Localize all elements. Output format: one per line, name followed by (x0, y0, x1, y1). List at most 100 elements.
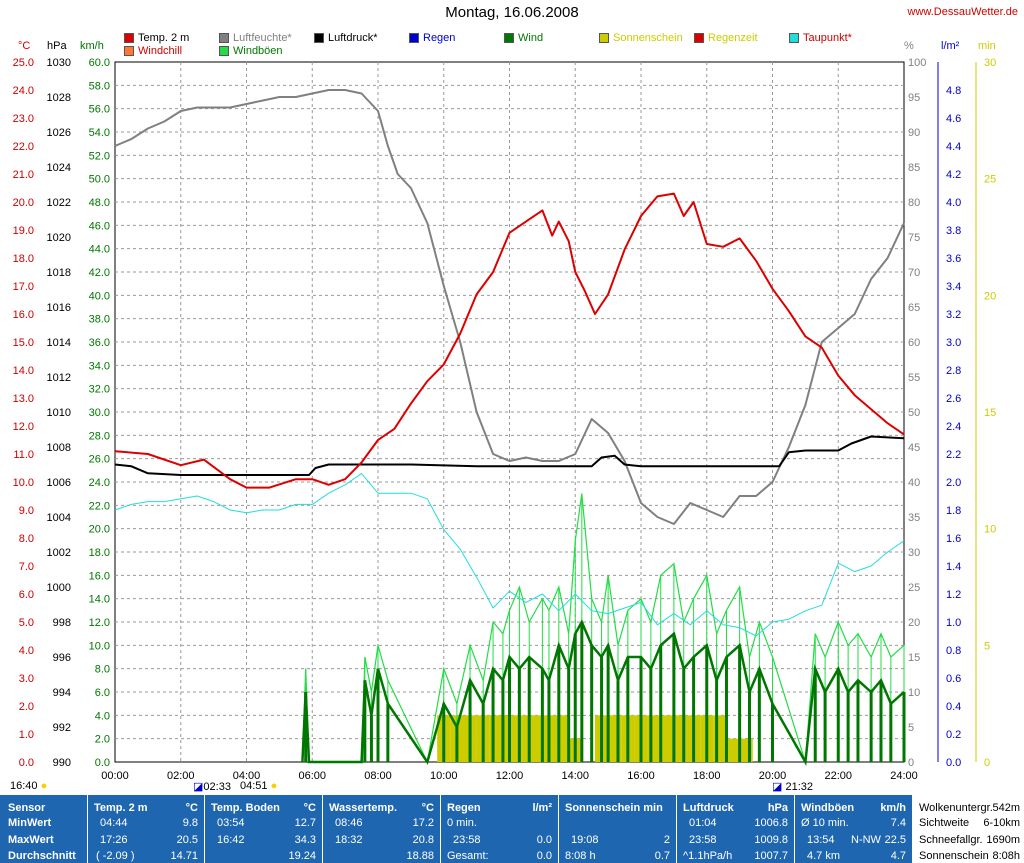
y-tick-label-temp_c: 20.0 (13, 197, 34, 209)
y-tick-label-rain_lm2: 0.2 (946, 729, 961, 741)
y-tick-label-humidity_pct: 55 (908, 372, 920, 384)
x-tick-label: 22:00 (824, 770, 852, 782)
summary-unit: l/m² (532, 802, 552, 814)
y-tick-label-wind_kmh: 54.0 (89, 127, 110, 139)
y-tick-label-temp_c: 8.0 (19, 533, 34, 545)
legend-swatch (504, 33, 514, 43)
y-tick-label-temp_c: 17.0 (13, 281, 34, 293)
series-gusts (301, 493, 905, 764)
y-tick-label-rain_lm2: 0.0 (946, 757, 961, 769)
legend-label: Windchill (138, 45, 183, 57)
y-tick-label-rain_lm2: 1.2 (946, 589, 961, 601)
series-pressure (114, 435, 905, 476)
y-tick-label-wind_kmh: 46.0 (89, 220, 110, 232)
y-tick-label-pressure_hpa: 1006 (47, 477, 71, 489)
y-tick-label-temp_c: 0.0 (19, 757, 34, 769)
extra-value: 542m (992, 802, 1020, 814)
y-tick-label-minutes: 25 (984, 174, 996, 186)
x-tick-label: 00:00 (101, 770, 129, 782)
axis-head-pressure: hPa (47, 40, 67, 52)
y-tick-label-humidity_pct: 40 (908, 477, 920, 489)
y-tick-label-temp_c: 14.0 (13, 365, 34, 377)
summary-avg-label: Gesamt: (447, 850, 489, 862)
y-tick-label-temp_c: 2.0 (19, 701, 34, 713)
y-tick-label-minutes: 5 (984, 640, 990, 652)
summary-col-rain: Regen l/m² 0 min. 23:58 0.0 Gesamt: 0.0 (441, 795, 559, 863)
y-tick-label-wind_kmh: 58.0 (89, 80, 110, 92)
y-tick-label-humidity_pct: 90 (908, 127, 920, 139)
summary-max-value: 1009.8 (754, 834, 788, 846)
y-tick-label-wind_kmh: 30.0 (89, 407, 110, 419)
dawn-icon: ◪ (193, 781, 204, 793)
summary-header: Windböen (801, 802, 855, 814)
sunset-time: 21:32 (785, 781, 813, 793)
y-tick-label-wind_kmh: 22.0 (89, 500, 110, 512)
series-dewpoint (114, 473, 905, 637)
extra-label: Sichtweite (919, 817, 970, 829)
y-tick-label-temp_c: 24.0 (13, 85, 34, 97)
y-tick-label-rain_lm2: 0.4 (946, 701, 961, 713)
y-tick-label-rain_lm2: 3.0 (946, 337, 961, 349)
summary-unit: km/h (880, 802, 906, 814)
extra-value: 8:08h (992, 850, 1020, 862)
y-tick-label-pressure_hpa: 990 (53, 757, 71, 769)
x-tick-label: 18:00 (693, 770, 721, 782)
y-tick-label-wind_kmh: 20.0 (89, 524, 110, 536)
y-tick-label-pressure_hpa: 1012 (47, 372, 71, 384)
legend-label: Sonnenschein (613, 32, 683, 44)
site-link[interactable]: www.DessauWetter.de (907, 6, 1018, 18)
summary-min-value: 17.2 (412, 817, 434, 829)
summary-col-pressure: Luftdruck hPa 01:04 1006.8 23:58 1009.8 … (677, 795, 795, 863)
y-tick-label-pressure_hpa: 1026 (47, 127, 71, 139)
y-tick-label-pressure_hpa: 992 (53, 722, 71, 734)
y-tick-label-humidity_pct: 20 (908, 617, 920, 629)
legend-swatch (219, 46, 229, 56)
summary-header: Sonnenschein min (565, 802, 663, 814)
y-tick-label-minutes: 30 (984, 57, 996, 69)
axis-head-humidity: % (904, 40, 914, 52)
legend-label: Regen (423, 32, 456, 44)
summary-unit: °C (421, 802, 434, 814)
summary-header: Temp. 2 m (94, 802, 148, 814)
x-tick-label: 24:00 (890, 770, 918, 782)
summary-avg-label: 8:08 h (565, 850, 596, 862)
summary-avg-value: 4.7 (890, 850, 906, 862)
y-tick-label-pressure_hpa: 994 (53, 687, 71, 699)
y-tick-label-humidity_pct: 65 (908, 302, 920, 314)
summary-min-value: 7.4 (890, 817, 906, 829)
summary-row-min: MinWert (8, 817, 52, 829)
y-tick-label-wind_kmh: 8.0 (95, 664, 110, 676)
legend-swatch (124, 33, 134, 43)
extra-value: 1690m (986, 834, 1020, 846)
extra-label: Sonnenschein (919, 850, 989, 862)
y-tick-label-humidity_pct: 80 (908, 197, 920, 209)
y-tick-label-pressure_hpa: 996 (53, 652, 71, 664)
legend-temp: Temp. 2 m (124, 32, 189, 44)
y-tick-label-rain_lm2: 2.0 (946, 477, 961, 489)
legend-swatch (694, 33, 704, 43)
y-tick-label-pressure_hpa: 1010 (47, 407, 71, 419)
y-tick-label-rain_lm2: 3.2 (946, 309, 961, 321)
x-tick-label: 16:00 (627, 770, 655, 782)
summary-row-max: MaxWert (8, 834, 54, 846)
summary-max-value: 20.5 (176, 834, 198, 846)
y-tick-label-pressure_hpa: 1018 (47, 267, 71, 279)
legend-swatch (409, 33, 419, 43)
y-tick-label-humidity_pct: 25 (908, 582, 920, 594)
y-tick-label-wind_kmh: 42.0 (89, 267, 110, 279)
summary-min-value: 12.7 (294, 817, 316, 829)
y-tick-label-rain_lm2: 3.6 (946, 253, 961, 265)
extra-label: Schneefallgr. (919, 834, 983, 846)
summary-header: Wassertemp. (329, 802, 398, 814)
legend-swatch (599, 33, 609, 43)
sun-marker-time: 16:40 (10, 780, 38, 792)
summary-col-gust: Windböen km/h Ø 10 min. 7.4 13:54 N-NW 2… (795, 795, 913, 863)
legend-humidity: Luftfeuchte* (219, 32, 292, 44)
summary-max-value: 20.8 (412, 834, 434, 846)
y-tick-label-temp_c: 16.0 (13, 309, 34, 321)
y-tick-label-rain_lm2: 3.4 (946, 281, 961, 293)
y-tick-label-rain_lm2: 0.8 (946, 645, 961, 657)
y-tick-label-humidity_pct: 0 (908, 757, 914, 769)
x-tick-label: 08:00 (364, 770, 392, 782)
y-tick-label-humidity_pct: 70 (908, 267, 920, 279)
